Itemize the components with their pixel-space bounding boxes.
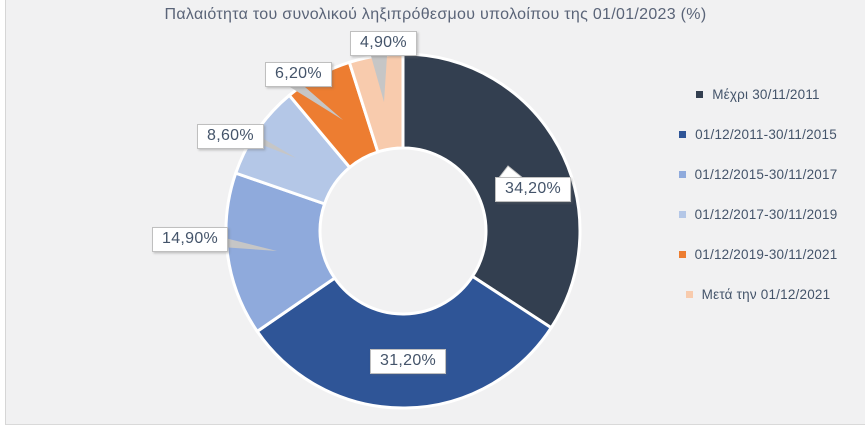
legend-item-5: Μετά την 01/12/2021 (651, 274, 865, 314)
data-label-34-20: 34,20% (495, 177, 572, 202)
chart-frame[interactable]: Παλαιότητα του συνολικού ληξιπρόθεσμου υ… (5, 0, 865, 425)
pie-slice-1 (255, 274, 553, 410)
data-label-4-90: 4,90% (350, 31, 417, 56)
data-label-31-20: 31,20% (370, 349, 447, 374)
legend-marker-0 (696, 90, 704, 98)
legend-marker-3 (678, 210, 686, 218)
legend: Μέχρι 30/11/2011 01/12/2011-30/11/2015 0… (651, 74, 865, 314)
chart-title: Παλαιότητα του συνολικού ληξιπρόθεσμου υ… (164, 6, 707, 23)
donut-chart (221, 52, 582, 410)
legend-item-4: 01/12/2019-30/11/2021 (651, 234, 865, 274)
legend-label-2: 01/12/2015-30/11/2017 (694, 166, 838, 182)
legend-label-5: Μετά την 01/12/2021 (701, 286, 831, 302)
legend-marker-5 (685, 290, 693, 298)
legend-marker-2 (678, 170, 686, 178)
legend-item-0: Μέχρι 30/11/2011 (651, 74, 865, 114)
legend-marker-4 (678, 250, 686, 258)
callout-pointer-14-90 (221, 237, 277, 251)
data-label-8-60: 8,60% (197, 124, 264, 149)
pie-slice-0 (401, 52, 582, 330)
pie-slice-5 (347, 52, 405, 154)
legend-label-0: Μέχρι 30/11/2011 (712, 86, 820, 102)
callout-pointer-6-20 (290, 87, 343, 120)
legend-label-1: 01/12/2011-30/11/2015 (695, 126, 837, 142)
slices-group (224, 52, 582, 410)
data-label-6-20: 6,20% (265, 62, 332, 87)
legend-label-3: 01/12/2017-30/11/2019 (694, 206, 838, 222)
legend-label-4: 01/12/2019-30/11/2021 (694, 246, 838, 262)
legend-marker-1 (679, 130, 687, 138)
legend-item-2: 01/12/2015-30/11/2017 (651, 154, 865, 194)
legend-item-1: 01/12/2011-30/11/2015 (651, 114, 865, 154)
data-label-14-90: 14,90% (152, 227, 229, 252)
legend-item-3: 01/12/2017-30/11/2019 (651, 194, 865, 234)
callout-pointer-4-90 (371, 56, 387, 102)
